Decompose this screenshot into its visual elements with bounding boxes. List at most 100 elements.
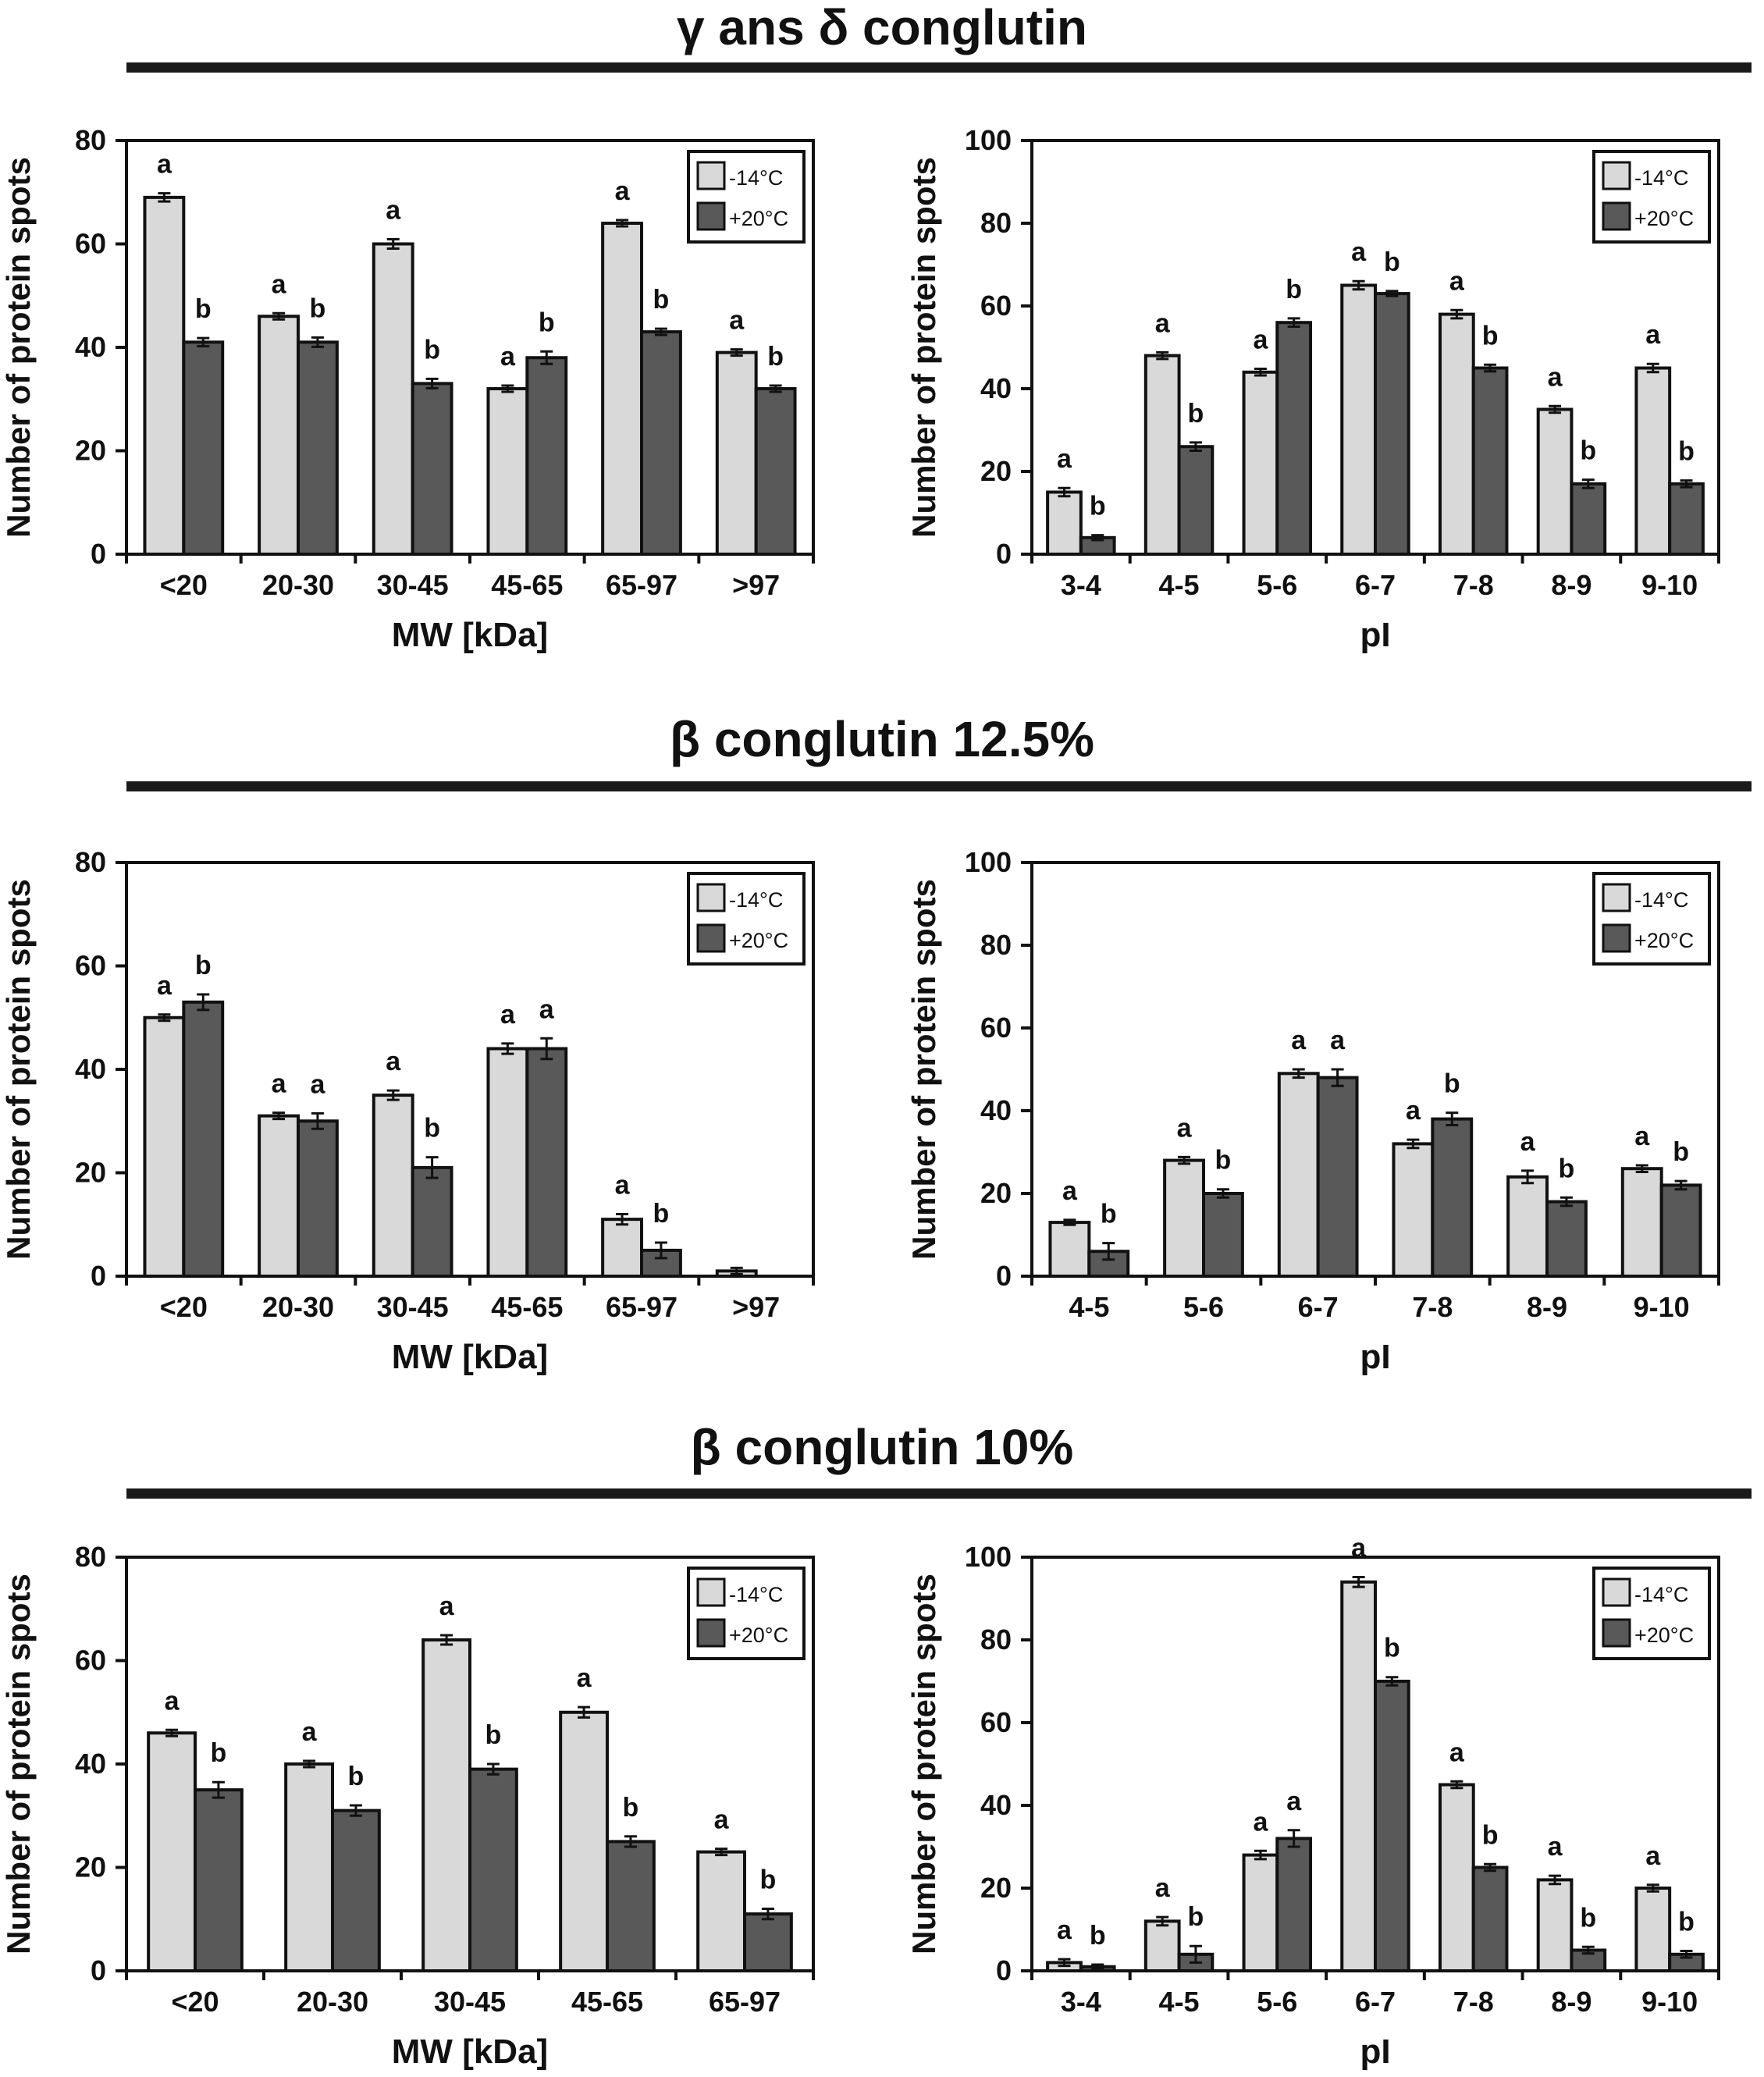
bar-plus20 — [525, 1047, 568, 1278]
significance-letter: a — [302, 1717, 318, 1747]
bar-plus20 — [1316, 1076, 1359, 1278]
y-tick-label: 20 — [980, 1872, 1012, 1904]
x-axis-title: pI — [1360, 1338, 1390, 1376]
significance-letter: b — [539, 308, 555, 337]
x-tick-label: 20-30 — [262, 1291, 334, 1323]
x-axis-title: MW [kDa] — [392, 1338, 548, 1376]
significance-letter: b — [1384, 1634, 1400, 1663]
bar-minus14 — [143, 195, 186, 556]
significance-letter: a — [1645, 1841, 1661, 1871]
x-tick-label: 45-65 — [571, 1986, 643, 2018]
bar-minus14 — [559, 1710, 609, 1972]
significance-letter: a — [386, 196, 401, 226]
significance-letter: b — [1559, 1154, 1575, 1183]
significance-letter: a — [1155, 1873, 1171, 1903]
significance-letter: b — [1384, 247, 1400, 277]
bar-plus20 — [1374, 292, 1410, 556]
y-tick-label: 100 — [965, 124, 1012, 156]
bar-minus14 — [1438, 1783, 1475, 1972]
y-tick-label: 0 — [91, 1954, 106, 1986]
y-tick-label: 100 — [965, 1541, 1012, 1573]
y-axis-title: Number of protein spots — [905, 1574, 942, 1954]
x-tick-label: 6-7 — [1355, 569, 1396, 601]
bar-minus14 — [143, 1015, 186, 1278]
bar-plus20 — [525, 356, 568, 556]
x-tick-label: 45-65 — [491, 1291, 563, 1323]
x-tick-label: 30-45 — [377, 569, 449, 601]
bar-plus20 — [1202, 1192, 1244, 1278]
significance-letter: b — [1580, 1903, 1596, 1933]
y-tick-label: 80 — [980, 207, 1012, 239]
x-tick-label: 9-10 — [1641, 569, 1698, 601]
significance-letter: b — [485, 1720, 502, 1750]
bar-plus20 — [754, 387, 797, 556]
legend-swatch-minus14 — [696, 1577, 726, 1607]
bar-minus14 — [1277, 1072, 1320, 1278]
bar-minus14 — [1392, 1142, 1435, 1278]
y-axis-title: Number of protein spots — [0, 157, 37, 538]
y-tick-label: 20 — [75, 1157, 106, 1189]
significance-letter: b — [1678, 437, 1695, 467]
significance-letter: b — [767, 342, 784, 372]
bar-minus14 — [1046, 490, 1083, 556]
y-tick-label: 40 — [980, 1094, 1012, 1126]
y-tick-label: 0 — [91, 538, 106, 570]
y-tick-label: 80 — [75, 1541, 106, 1573]
bar-plus20 — [1471, 1865, 1509, 1972]
bar-minus14 — [1340, 283, 1377, 556]
bar-minus14 — [258, 315, 300, 556]
legend-label-plus20: +20°C — [729, 929, 788, 952]
bar-plus20 — [297, 1119, 339, 1278]
bar-plus20 — [1545, 1200, 1588, 1279]
legend-label-minus14: -14°C — [1634, 1583, 1688, 1606]
x-axis-title: pI — [1360, 616, 1390, 654]
y-axis-title: Number of protein spots — [905, 879, 942, 1260]
significance-letter: a — [1548, 1832, 1563, 1862]
significance-letter: a — [386, 1047, 401, 1076]
bar-plus20 — [468, 1767, 518, 1972]
y-axis-title: Number of protein spots — [0, 1574, 37, 1954]
bar-minus14 — [372, 1094, 414, 1278]
y-tick-label: 0 — [996, 1954, 1012, 1986]
x-tick-label: 65-97 — [606, 569, 678, 601]
significance-letter: b — [424, 1114, 440, 1143]
bar-minus14 — [1506, 1175, 1549, 1278]
bar-plus20 — [1570, 482, 1607, 556]
y-tick-label: 40 — [75, 331, 106, 363]
significance-letter: a — [615, 1171, 631, 1200]
significance-letter: b — [211, 1738, 227, 1768]
y-tick-label: 60 — [980, 1706, 1012, 1738]
significance-letter: a — [1286, 1787, 1302, 1816]
significance-letter: a — [310, 1069, 325, 1099]
significance-letter: a — [1520, 1127, 1536, 1157]
legend-label-plus20: +20°C — [729, 207, 788, 230]
legend-swatch-plus20 — [1602, 1618, 1631, 1648]
significance-letter: a — [439, 1592, 455, 1621]
bar-minus14 — [147, 1731, 197, 1972]
x-tick-label: 3-4 — [1061, 1986, 1101, 2018]
legend-swatch-minus14 — [1602, 161, 1631, 190]
bar-plus20 — [640, 1248, 682, 1278]
x-tick-label: 3-4 — [1061, 569, 1101, 601]
significance-letter: b — [1678, 1908, 1695, 1937]
significance-letter: a — [714, 1805, 730, 1835]
legend: -14°C +20°C — [1592, 150, 1711, 244]
x-tick-label: 8-9 — [1551, 1986, 1592, 2018]
legend-label-plus20: +20°C — [1634, 207, 1694, 230]
y-tick-label: 60 — [980, 290, 1012, 322]
bar-plus20 — [297, 340, 339, 556]
significance-letter: a — [1291, 1026, 1307, 1055]
significance-letter: b — [1215, 1146, 1232, 1175]
significance-letter: a — [157, 971, 172, 1001]
bar-minus14 — [284, 1762, 335, 1972]
bar-plus20 — [182, 1000, 225, 1278]
bar-plus20 — [743, 1912, 793, 1972]
significance-letter: b — [653, 285, 670, 315]
legend-swatch-minus14 — [696, 883, 726, 912]
legend-label-minus14: -14°C — [1634, 888, 1688, 912]
y-tick-label: 0 — [996, 1260, 1012, 1292]
legend-label-plus20: +20°C — [1634, 929, 1694, 952]
bar-minus14 — [601, 1218, 644, 1278]
